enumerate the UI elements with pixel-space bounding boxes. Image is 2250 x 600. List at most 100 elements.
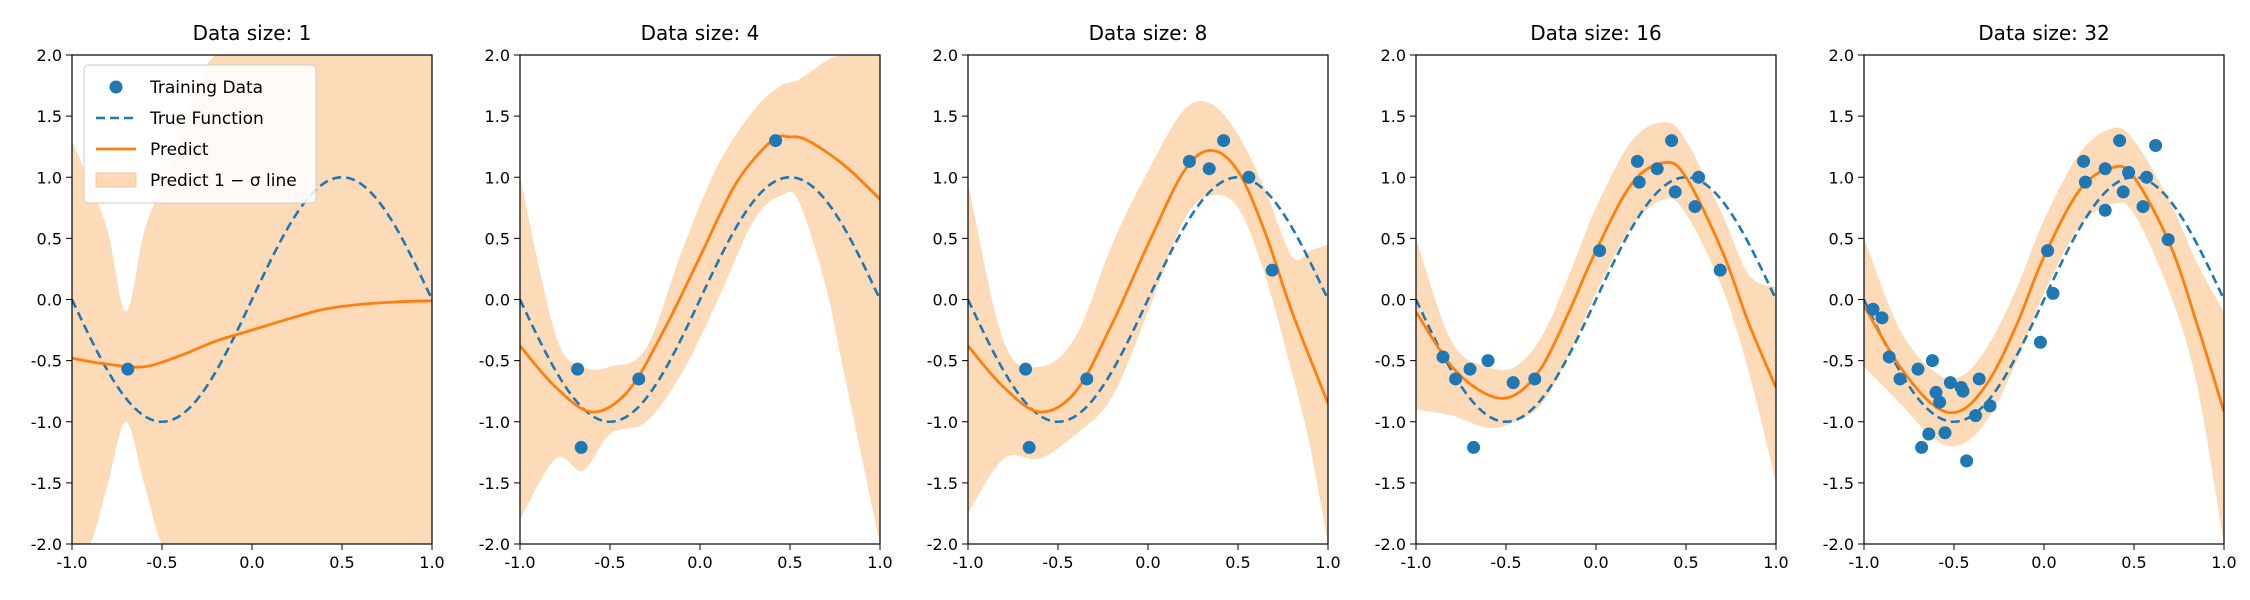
training-point bbox=[1925, 354, 1939, 368]
true-function-line bbox=[72, 175, 432, 424]
y-tick-label: -2.0 bbox=[1375, 535, 1406, 554]
legend-training-marker bbox=[109, 80, 123, 94]
y-tick-label: 0.5 bbox=[485, 229, 510, 248]
y-tick-label: 2.0 bbox=[933, 46, 958, 65]
x-tick-label: 0.0 bbox=[239, 553, 264, 572]
training-point bbox=[2116, 185, 2130, 199]
training-point bbox=[1202, 162, 1216, 176]
legend-predict-label: Predict bbox=[150, 140, 209, 160]
y-tick-label: 2.0 bbox=[1829, 46, 1854, 65]
training-point bbox=[571, 362, 585, 376]
training-point bbox=[1929, 385, 1943, 399]
training-point bbox=[1019, 362, 1033, 376]
plot-area bbox=[520, 55, 880, 544]
y-tick-label: 2.0 bbox=[1381, 46, 1406, 65]
training-point bbox=[574, 440, 588, 454]
training-point bbox=[1182, 154, 1196, 168]
y-tick-label: -2.0 bbox=[31, 535, 62, 554]
legend-true-function-label: True Function bbox=[149, 109, 264, 129]
x-tick-label: 1.0 bbox=[2211, 553, 2236, 572]
training-point bbox=[1882, 350, 1896, 364]
x-tick-label: -1.0 bbox=[504, 553, 535, 572]
training-point bbox=[1665, 134, 1679, 148]
training-point bbox=[1875, 311, 1889, 325]
x-tick-label: 0.0 bbox=[687, 553, 712, 572]
y-tick-label: 2.0 bbox=[37, 46, 62, 65]
chart-panel-5: -1.0 -0.5 0.0 0.5 1.0 -2.0 -1.5 -1.0 -0.5 0.0 0.5 1… bbox=[1823, 21, 2237, 572]
training-point bbox=[1938, 426, 1952, 440]
x-tick-label: 0.5 bbox=[329, 553, 354, 572]
panel-title: Data size: 8 bbox=[1089, 21, 1208, 45]
legend-band-marker bbox=[95, 172, 137, 188]
training-point bbox=[1528, 372, 1542, 386]
training-point bbox=[1080, 372, 1094, 386]
training-point bbox=[2033, 335, 2047, 349]
panel-title: Data size: 32 bbox=[1978, 21, 2109, 45]
training-point bbox=[121, 362, 135, 376]
y-tick-label: 0.0 bbox=[1381, 291, 1406, 310]
training-point bbox=[2136, 200, 2150, 214]
y-tick-label: 1.0 bbox=[1381, 168, 1406, 187]
legend-band-label: Predict 1 − σ line bbox=[150, 171, 297, 191]
y-tick-label: -0.5 bbox=[479, 352, 510, 371]
x-tick-label: -1.0 bbox=[56, 553, 87, 572]
y-tick-label: 1.0 bbox=[933, 168, 958, 187]
training-point bbox=[1915, 440, 1929, 454]
x-tick-label: 0.0 bbox=[1135, 553, 1160, 572]
y-tick-label: 0.0 bbox=[933, 291, 958, 310]
true-function-line bbox=[968, 175, 1328, 424]
training-point bbox=[1463, 362, 1477, 376]
training-point bbox=[2041, 244, 2055, 258]
training-point bbox=[2098, 162, 2112, 176]
training-point bbox=[1960, 454, 1974, 468]
y-tick-label: 1.5 bbox=[1381, 107, 1406, 126]
y-tick-label: 1.5 bbox=[37, 107, 62, 126]
plot-area bbox=[1864, 127, 2224, 544]
y-tick-label: 0.5 bbox=[1381, 229, 1406, 248]
training-point bbox=[2122, 165, 2136, 179]
training-point bbox=[1692, 170, 1706, 184]
y-tick-label: -2.0 bbox=[927, 535, 958, 554]
panel-title: Data size: 1 bbox=[193, 21, 312, 45]
y-tick-label: 1.0 bbox=[1829, 168, 1854, 187]
training-point bbox=[1866, 302, 1880, 316]
x-tick-label: -0.5 bbox=[594, 553, 625, 572]
training-point bbox=[1242, 170, 1256, 184]
x-tick-label: 1.0 bbox=[867, 553, 892, 572]
y-tick-label: -0.5 bbox=[927, 352, 958, 371]
training-point bbox=[1969, 409, 1983, 423]
y-tick-label: 0.5 bbox=[1829, 229, 1854, 248]
y-tick-label: -1.0 bbox=[479, 413, 510, 432]
y-tick-label: 0.5 bbox=[933, 229, 958, 248]
training-point bbox=[2161, 233, 2175, 247]
x-tick-label: -0.5 bbox=[1042, 553, 1073, 572]
legend: Training Data True Function Predict Predict… bbox=[83, 64, 317, 204]
true-function-line bbox=[520, 175, 880, 424]
training-point bbox=[2113, 134, 2127, 148]
x-tick-label: -1.0 bbox=[1848, 553, 1879, 572]
plot-area bbox=[1416, 122, 1776, 483]
y-tick-label: 2.0 bbox=[485, 46, 510, 65]
training-point bbox=[2046, 286, 2060, 300]
panel-title: Data size: 16 bbox=[1530, 21, 1661, 45]
training-point bbox=[1713, 263, 1727, 277]
sigma-band bbox=[968, 101, 1328, 544]
y-tick-label: 0.5 bbox=[37, 229, 62, 248]
predict-line bbox=[520, 134, 880, 414]
panel-title: Data size: 4 bbox=[641, 21, 760, 45]
y-tick-label: 1.5 bbox=[1829, 107, 1854, 126]
y-tick-label: -0.5 bbox=[31, 352, 62, 371]
y-tick-label: 0.0 bbox=[1829, 291, 1854, 310]
training-point bbox=[1630, 154, 1644, 168]
x-tick-label: 0.0 bbox=[1583, 553, 1608, 572]
training-point bbox=[1265, 263, 1279, 277]
training-point bbox=[1650, 162, 1664, 176]
predict-line bbox=[968, 148, 1328, 414]
x-tick-label: -1.0 bbox=[1400, 553, 1431, 572]
training-point bbox=[1911, 362, 1925, 376]
training-point bbox=[1943, 376, 1957, 390]
chart-panel-2: -1.0 -0.5 0.0 0.5 1.0 -2.0 -1.5 -1.0 -0.5 0.0 0.5 1… bbox=[479, 21, 893, 572]
plot-area bbox=[968, 101, 1328, 544]
training-point bbox=[1217, 134, 1231, 148]
